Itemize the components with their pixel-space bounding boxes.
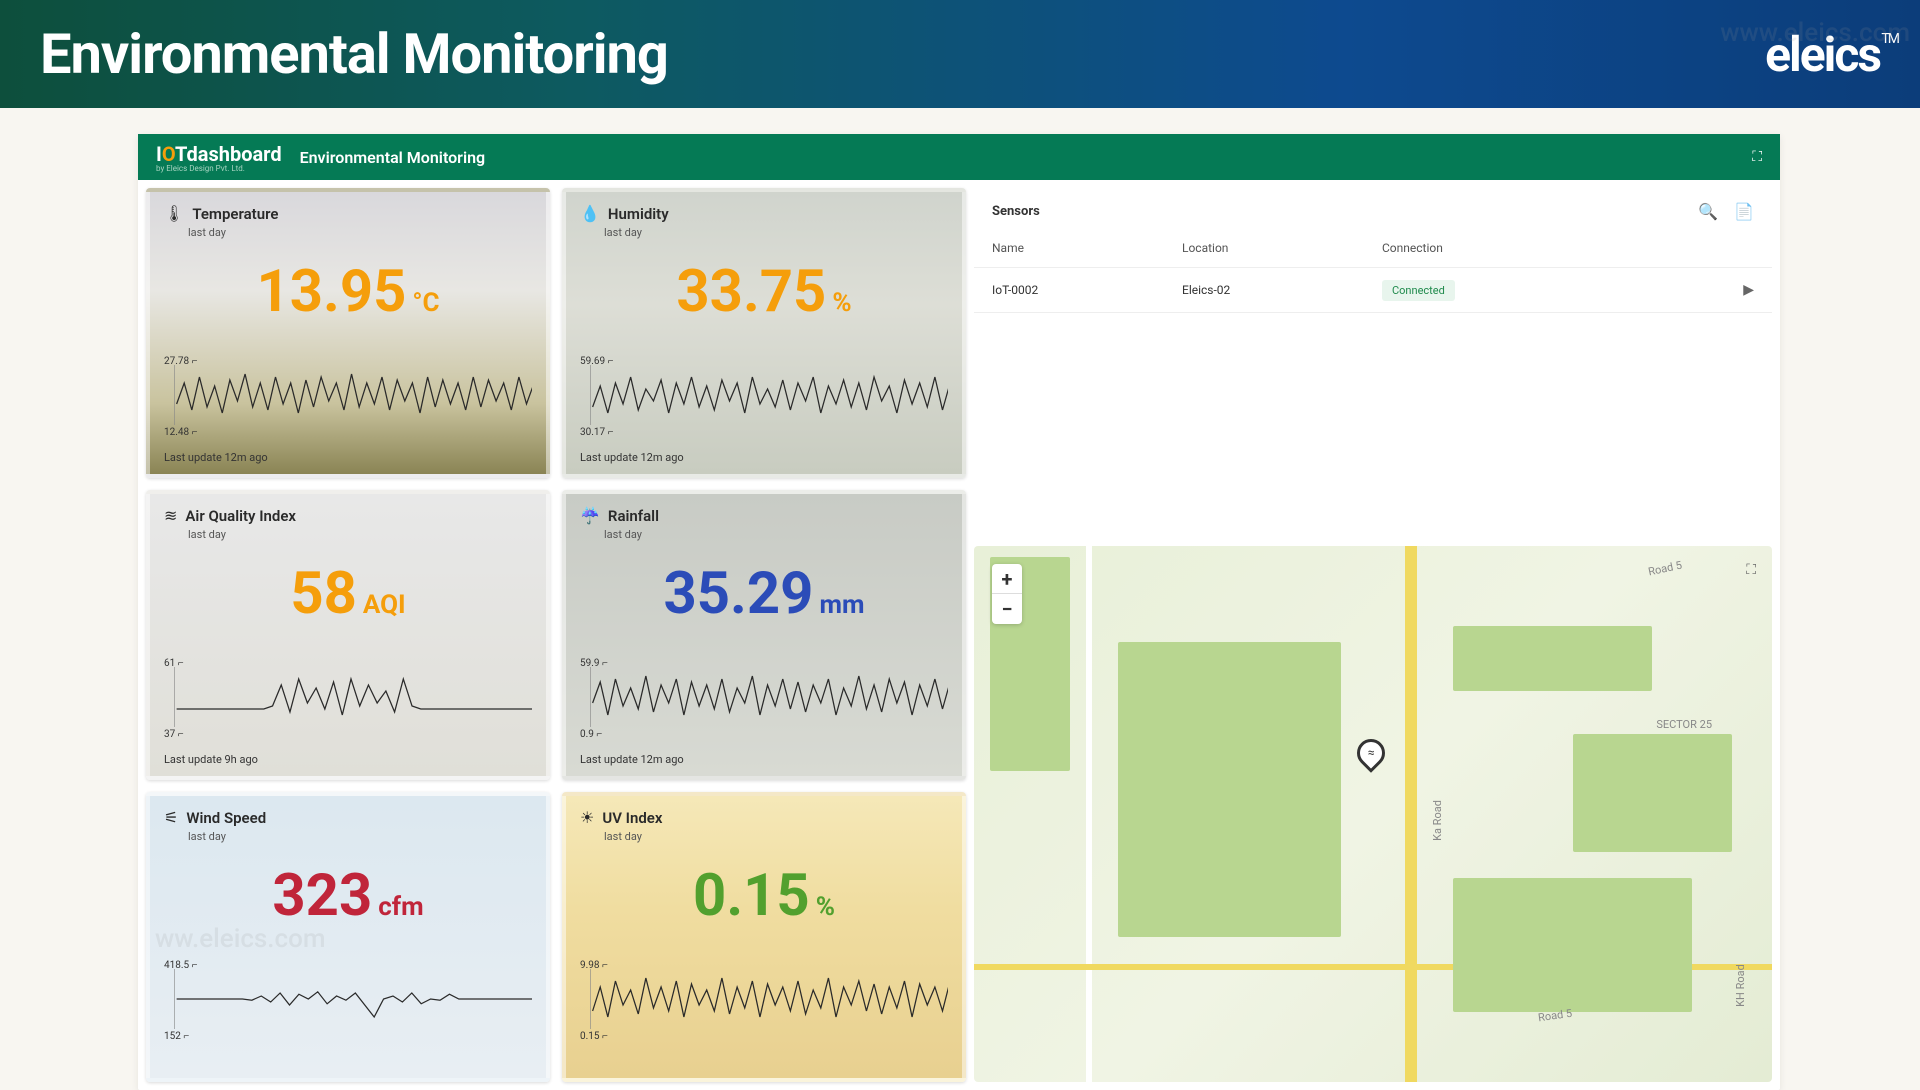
status-badge: Connected: [1382, 280, 1455, 301]
card-subtitle: last day: [188, 830, 532, 843]
sparkline-chart: 59.69 ⌐ 30.17 ⌐: [580, 360, 948, 434]
card-footer: Last update 12m ago: [580, 451, 684, 464]
sensors-panel: Sensors 🔍 📄 Name Location Connection IoT…: [974, 188, 1772, 538]
card-value: 323: [272, 867, 372, 925]
chart-ymax: 61 ⌐: [164, 658, 184, 669]
card-title: Wind Speed: [186, 809, 266, 827]
wind-icon: ⚟: [164, 808, 178, 827]
metric-card[interactable]: 🌡 Temperature last day 13.95 °C 27.78 ⌐ …: [146, 188, 550, 478]
page-title: Environmental Monitoring: [40, 21, 668, 87]
rainfall-icon: ☔: [580, 506, 600, 525]
dashboard-header: IOTdashboard by Eleics Design Pvt. Ltd. …: [138, 134, 1780, 180]
chart-ymin: 152 ⌐: [164, 1031, 189, 1042]
col-header-name: Name: [992, 241, 1182, 255]
chart-ymin: 0.15 ⌐: [580, 1031, 608, 1042]
map-pin-icon[interactable]: ≈: [1351, 733, 1391, 773]
dashboard: IOTdashboard by Eleics Design Pvt. Ltd. …: [138, 134, 1780, 1090]
sensors-table-header: Name Location Connection: [974, 229, 1772, 267]
cards-grid: 🌡 Temperature last day 13.95 °C 27.78 ⌐ …: [146, 188, 966, 1082]
col-header-connection: Connection: [1382, 241, 1582, 255]
card-subtitle: last day: [604, 226, 948, 239]
map-label-road5a: Road 5: [1647, 559, 1683, 579]
card-title: UV Index: [602, 809, 662, 827]
metric-card[interactable]: ☔ Rainfall last day 35.29 mm 59.9 ⌐ 0.9 …: [562, 490, 966, 780]
metric-card[interactable]: ≋ Air Quality Index last day 58 AQI 61 ⌐…: [146, 490, 550, 780]
chart-ymax: 27.78 ⌐: [164, 356, 197, 367]
card-value: 33.75: [676, 263, 826, 321]
map-panel[interactable]: SECTOR 25 Road 5 Road 5 KH Road Ka Road …: [974, 546, 1772, 1082]
sparkline-chart: 9.98 ⌐ 0.15 ⌐: [580, 964, 948, 1038]
card-value: 35.29: [664, 565, 814, 623]
card-title: Humidity: [608, 205, 669, 223]
map-label-ka: Ka Road: [1431, 800, 1444, 841]
metric-card[interactable]: ⚟ Wind Speed last day 323 cfm ww.eleics.…: [146, 792, 550, 1082]
card-subtitle: last day: [604, 528, 948, 541]
card-title: Temperature: [192, 205, 278, 223]
dashboard-title: Environmental Monitoring: [300, 148, 486, 167]
watermark: ww.eleics.com: [155, 924, 326, 954]
card-value: 0.15: [693, 867, 810, 925]
metric-card[interactable]: 💧 Humidity last day 33.75 % 59.69 ⌐ 30.1…: [562, 188, 966, 478]
temperature-icon: 🌡: [164, 204, 184, 223]
card-title: Rainfall: [608, 507, 659, 525]
chart-ymax: 59.69 ⌐: [580, 356, 613, 367]
chart-ymin: 12.48 ⌐: [164, 427, 197, 438]
watermark: www.eleics.com: [1720, 18, 1910, 48]
card-unit: %: [832, 288, 851, 318]
map-label-sector: SECTOR 25: [1656, 718, 1712, 731]
chart-ymax: 59.9 ⌐: [580, 658, 608, 669]
zoom-out-button[interactable]: −: [992, 594, 1022, 624]
card-footer: Last update 12m ago: [164, 451, 268, 464]
zoom-in-button[interactable]: +: [992, 564, 1022, 594]
card-subtitle: last day: [188, 226, 532, 239]
sensor-name: IoT-0002: [992, 283, 1182, 297]
card-unit: %: [816, 892, 835, 922]
dashboard-logo: IOTdashboard by Eleics Design Pvt. Ltd. …: [156, 142, 485, 173]
uv-icon: ☀: [580, 808, 594, 827]
card-subtitle: last day: [188, 528, 532, 541]
chart-ymin: 0.9 ⌐: [580, 729, 602, 740]
sparkline-chart: 59.9 ⌐ 0.9 ⌐: [580, 662, 948, 736]
card-value: 58: [290, 565, 357, 623]
chart-ymin: 30.17 ⌐: [580, 427, 613, 438]
play-icon[interactable]: ▶: [1582, 282, 1754, 298]
map-zoom-control: + −: [992, 564, 1022, 624]
search-icon[interactable]: 🔍: [1698, 202, 1718, 221]
chart-ymin: 37 ⌐: [164, 729, 184, 740]
chart-ymax: 418.5 ⌐: [164, 960, 197, 971]
metric-card[interactable]: ☀ UV Index last day 0.15 % 9.98 ⌐ 0.15 ⌐: [562, 792, 966, 1082]
chart-ymax: 9.98 ⌐: [580, 960, 608, 971]
card-value: 13.95: [256, 263, 406, 321]
fullscreen-icon[interactable]: ⛶: [1752, 149, 1762, 165]
card-title: Air Quality Index: [185, 507, 296, 525]
card-unit: mm: [819, 590, 864, 620]
sensors-title: Sensors: [992, 204, 1040, 219]
card-unit: °C: [412, 288, 439, 318]
card-footer: Last update 9h ago: [164, 753, 258, 766]
card-unit: cfm: [378, 892, 423, 922]
col-header-location: Location: [1182, 241, 1382, 255]
aqi-icon: ≋: [164, 506, 177, 525]
card-subtitle: last day: [604, 830, 948, 843]
sensor-location: Eleics-02: [1182, 283, 1382, 297]
page-header: Environmental Monitoring eleicsTM: [0, 0, 1920, 108]
map-label-kh: KH Road: [1734, 964, 1747, 1007]
sparkline-chart: 61 ⌐ 37 ⌐: [164, 662, 532, 736]
card-unit: AQI: [363, 590, 406, 620]
table-row[interactable]: IoT-0002 Eleics-02 Connected ▶: [974, 267, 1772, 313]
humidity-icon: 💧: [580, 204, 600, 223]
export-icon[interactable]: 📄: [1734, 202, 1754, 221]
card-footer: Last update 12m ago: [580, 753, 684, 766]
map-fullscreen-icon[interactable]: ⛶: [1746, 562, 1756, 578]
sparkline-chart: 27.78 ⌐ 12.48 ⌐: [164, 360, 532, 434]
sparkline-chart: 418.5 ⌐ 152 ⌐: [164, 964, 532, 1038]
